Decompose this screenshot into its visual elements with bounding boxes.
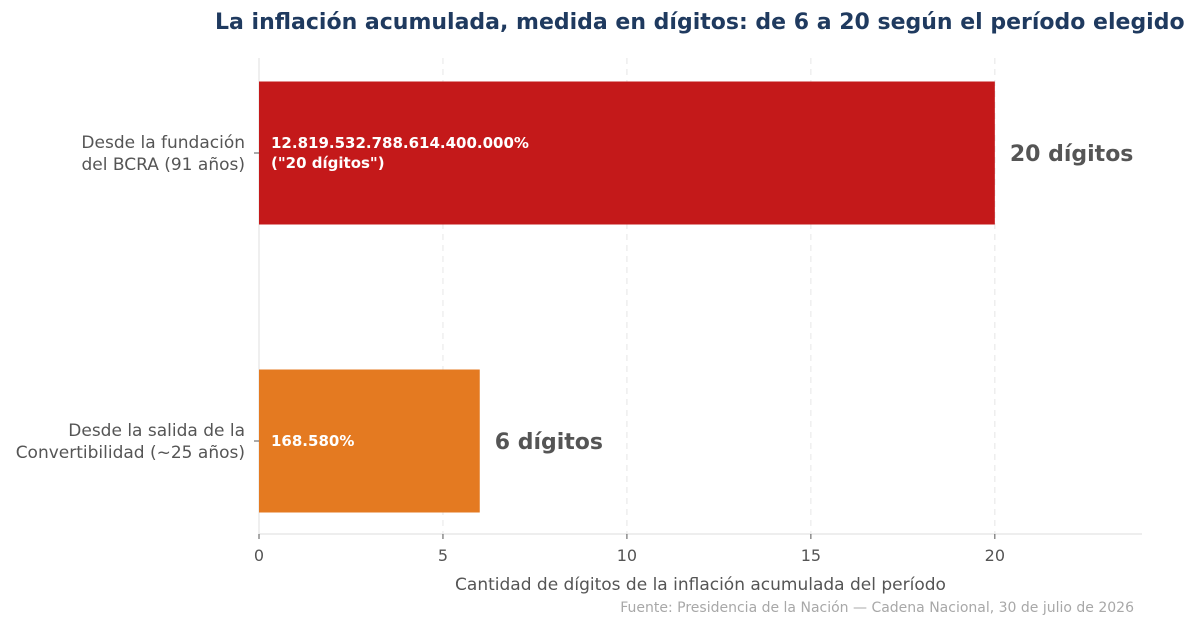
category-label: Desde la fundación bbox=[81, 133, 245, 153]
bar-inner-label: ("20 dígitos") bbox=[271, 154, 385, 172]
bar-value-label: 6 dígitos bbox=[495, 430, 603, 455]
x-tick-label: 20 bbox=[985, 546, 1005, 565]
category-label: del BCRA (91 años) bbox=[81, 155, 245, 175]
category-label: Convertibilidad (~25 años) bbox=[16, 443, 245, 463]
category-label: Desde la salida de la bbox=[68, 421, 245, 441]
bar-value-label: 20 dígitos bbox=[1010, 142, 1134, 167]
x-tick-label: 15 bbox=[801, 546, 821, 565]
x-axis-label: Cantidad de dígitos de la inflación acum… bbox=[455, 575, 946, 595]
chart-title: La inflación acumulada, medida en dígito… bbox=[215, 10, 1185, 35]
x-tick-label: 5 bbox=[438, 546, 448, 565]
x-tick-label: 0 bbox=[254, 546, 264, 565]
x-tick-label: 10 bbox=[617, 546, 637, 565]
source-note: Fuente: Presidencia de la Nación — Caden… bbox=[620, 600, 1134, 616]
bar bbox=[259, 81, 995, 225]
bar-inner-label: 12.819.532.788.614.400.000% bbox=[271, 134, 529, 152]
bar-inner-label: 168.580% bbox=[271, 432, 354, 450]
bar bbox=[259, 369, 480, 513]
